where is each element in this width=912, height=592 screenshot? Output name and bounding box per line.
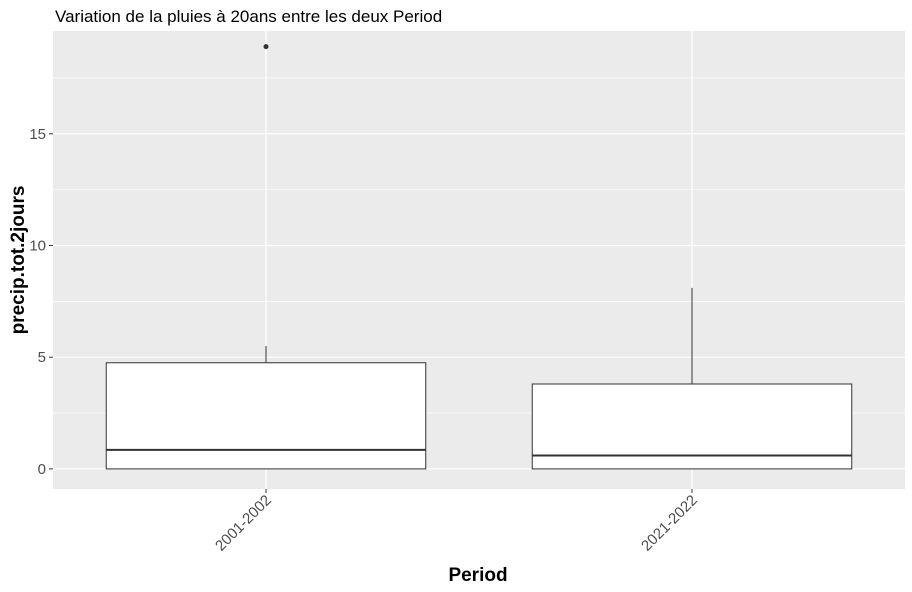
y-tick-label: 10 xyxy=(29,237,46,254)
y-tick-label: 0 xyxy=(38,461,46,478)
y-tick-label: 15 xyxy=(29,126,46,143)
y-axis-title: precip.tot.2jours xyxy=(8,186,29,335)
x-axis-title: Period xyxy=(448,565,507,586)
x-tick-label: 2001-2002 xyxy=(212,492,275,555)
chart-title: Variation de la pluies à 20ans entre les… xyxy=(55,7,442,26)
box-2001-2002 xyxy=(105,44,427,470)
box-body xyxy=(105,362,427,470)
boxes-layer xyxy=(105,44,853,470)
x-tick-label: 2021-2022 xyxy=(638,492,701,555)
y-tick-label: 5 xyxy=(38,349,46,366)
box-2021-2022 xyxy=(531,287,853,470)
outlier-point xyxy=(263,44,269,50)
y-axis: 0 5 10 15 xyxy=(29,126,53,478)
x-axis: 2001-2002 2021-2022 xyxy=(212,489,701,555)
